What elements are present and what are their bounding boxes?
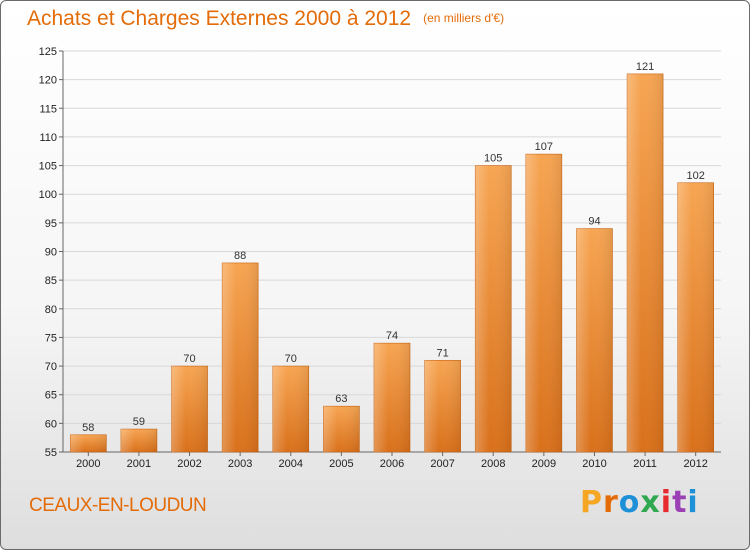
bar-shine [272, 366, 309, 452]
data-label-2008: 105 [484, 153, 502, 165]
logo-letter: P [580, 485, 603, 520]
y-tick-label: 100 [39, 189, 57, 201]
data-label-2010: 94 [588, 216, 600, 228]
data-label-2002: 70 [183, 353, 195, 365]
x-tick-label-2009: 2009 [532, 458, 556, 470]
data-label-2001: 59 [133, 416, 145, 428]
bar-shine [627, 73, 664, 453]
data-label-2000: 58 [82, 422, 94, 434]
bar-shine [222, 262, 259, 452]
bar-shine [374, 343, 410, 452]
data-label-2007: 71 [436, 347, 448, 359]
x-tick-label-2005: 2005 [329, 458, 353, 470]
data-label-2006: 74 [386, 330, 398, 342]
bar-shine [677, 182, 714, 452]
x-tick-label-2010: 2010 [582, 458, 606, 470]
y-tick-label: 60 [45, 418, 57, 430]
logo-letter: x [640, 485, 661, 520]
y-tick-label: 105 [39, 161, 57, 173]
y-tick-label: 120 [39, 75, 57, 87]
y-tick-label: 80 [45, 304, 57, 316]
commune-name: CEAUX-EN-LOUDUN [29, 495, 207, 516]
x-tick-label-2003: 2003 [228, 458, 252, 470]
y-tick-label: 85 [45, 275, 57, 287]
data-label-2004: 70 [285, 353, 297, 365]
data-label-2003: 88 [234, 250, 246, 262]
chart-title-text: Achats et Charges Externes 2000 à 2012 [27, 7, 412, 30]
y-tick-label: 75 [45, 332, 57, 344]
y-tick-label: 95 [45, 218, 57, 230]
x-tick-label-2007: 2007 [430, 458, 454, 470]
x-tick-label-2004: 2004 [279, 458, 303, 470]
bar-shine [525, 154, 562, 452]
logo-letter: i [687, 485, 699, 520]
x-tick-label-2008: 2008 [481, 458, 505, 470]
y-tick-label: 110 [39, 132, 57, 144]
y-tick-label: 125 [39, 46, 57, 58]
chart-title: Achats et Charges Externes 2000 à 2012 (e… [27, 7, 504, 31]
data-label-2012: 102 [687, 170, 705, 182]
data-label-2005: 63 [335, 393, 347, 405]
data-label-2009: 107 [535, 141, 553, 153]
x-tick-label-2012: 2012 [683, 458, 707, 470]
bar-shine [475, 165, 512, 453]
bar-shine [576, 228, 613, 452]
x-tick-label-2000: 2000 [76, 458, 100, 470]
x-tick-label-2002: 2002 [177, 458, 201, 470]
proxiti-logo: Proxiti [580, 485, 699, 520]
bar-shine [171, 366, 208, 452]
bar-shine [424, 360, 461, 452]
logo-letter: r [603, 485, 619, 520]
logo-letter: t [672, 485, 688, 520]
unit-label: (en milliers d'€) [423, 11, 505, 25]
data-label-2011: 121 [636, 61, 654, 73]
bar-shine [323, 406, 360, 452]
x-tick-label-2001: 2001 [127, 458, 151, 470]
y-tick-label: 70 [45, 361, 57, 373]
y-tick-label: 65 [45, 390, 57, 402]
y-tick-label: 90 [45, 247, 57, 259]
x-tick-label-2006: 2006 [380, 458, 404, 470]
logo-letter: o [618, 485, 641, 520]
bar-shine [70, 434, 107, 452]
bar-shine [120, 429, 157, 452]
y-tick-label: 55 [45, 447, 57, 459]
x-tick-label-2011: 2011 [633, 458, 657, 470]
logo-letter: i [660, 485, 673, 520]
y-tick-label: 115 [39, 103, 57, 115]
